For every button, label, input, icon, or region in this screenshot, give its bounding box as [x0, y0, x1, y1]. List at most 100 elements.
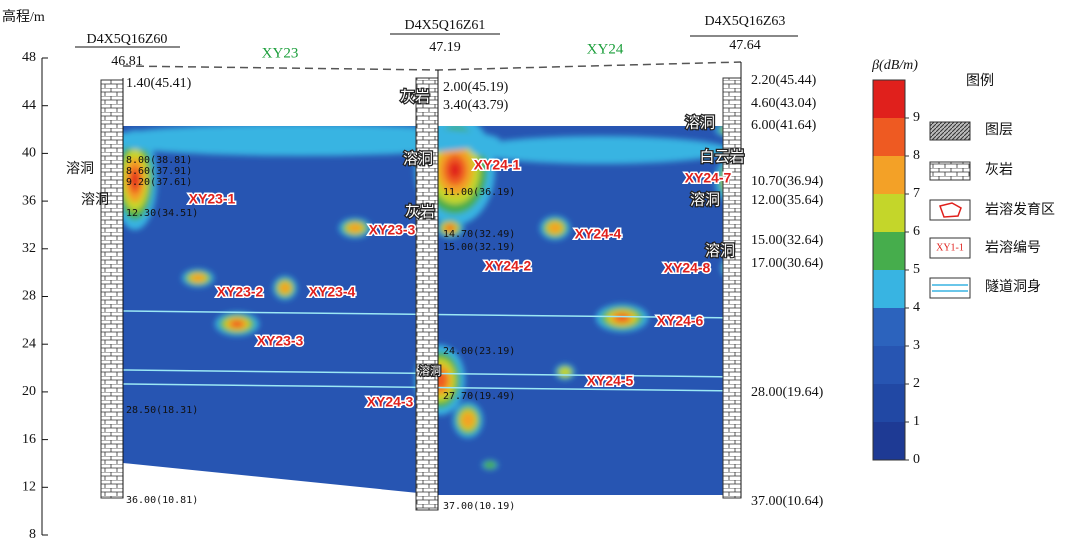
y-tick-label: 20 — [22, 384, 36, 399]
rock-label: 灰岩 — [405, 203, 435, 220]
anomaly-blob — [230, 320, 244, 328]
y-tick-label: 44 — [22, 98, 36, 113]
rock-label: 溶洞 — [685, 114, 715, 131]
depth-annotation: 12.00(35.64) — [751, 193, 824, 208]
anomaly-blob — [548, 222, 562, 234]
rock-label: 溶洞 — [66, 161, 94, 177]
anomaly-blob — [461, 411, 475, 429]
anomaly-blob — [483, 461, 497, 469]
legend: 图例 图层 灰岩 岩溶发育区 XY1-1 岩溶编号 隧道洞身 — [929, 73, 1055, 299]
depth-annotation: 27.70(19.49) — [443, 391, 515, 402]
borehole-column — [722, 77, 742, 499]
legend-label: 灰岩 — [985, 162, 1013, 178]
anomaly-blob — [614, 314, 630, 322]
anomaly-label: XY23-3 — [257, 333, 304, 349]
anomaly-blob — [449, 162, 461, 178]
anomaly-blob — [190, 273, 206, 283]
ground-line — [122, 61, 742, 71]
anomaly-label: XY23-4 — [309, 284, 356, 300]
anomaly-label: XY23-3 — [369, 222, 416, 238]
anomaly-label: XY23-2 — [217, 284, 264, 300]
colorbar-tick-label: 6 — [913, 224, 920, 239]
borehole-name: D4X5Q16Z60 — [87, 32, 168, 47]
anomaly-blob — [279, 282, 291, 294]
anomaly-label: XY24-1 — [474, 157, 521, 173]
anomaly-label: XY24-6 — [657, 313, 704, 329]
depth-annotation: 10.70(36.94) — [751, 174, 824, 189]
legend-icon — [929, 161, 971, 181]
rock-label: 溶洞 — [690, 191, 720, 208]
depth-annotation: 15.00(32.19) — [443, 242, 515, 253]
anomaly-label: XY24-8 — [664, 260, 711, 276]
legend-icon — [929, 199, 971, 221]
legend-label: 图层 — [985, 123, 1013, 138]
depth-annotation: 1.40(45.41) — [126, 76, 192, 91]
colorbar-title: β(dB/m) — [871, 58, 918, 73]
depth-annotation: 2.00(45.19) — [443, 80, 509, 95]
rock-label: 白云岩 — [699, 148, 744, 165]
y-tick-label: 28 — [22, 289, 36, 304]
rock-label: 溶洞 — [81, 192, 109, 208]
colorbar-segment — [873, 118, 905, 156]
y-tick-label: 12 — [22, 480, 36, 495]
anomaly-label: XY23-1 — [189, 191, 236, 207]
legend-icon — [939, 202, 962, 218]
rock-label: 溶洞 — [705, 242, 735, 259]
borehole-elevation: 47.64 — [729, 38, 761, 53]
depth-annotation: 8.00(38.81) — [126, 155, 192, 166]
legend-label: 岩溶编号 — [985, 240, 1041, 256]
y-tick-label: 16 — [22, 432, 36, 447]
colorbar-tick-label: 2 — [913, 376, 920, 391]
depth-annotation: 36.00(10.81) — [126, 495, 198, 506]
legend-label: 岩溶发育区 — [985, 202, 1055, 218]
anomaly-label: XY24-7 — [685, 170, 732, 186]
colorbar-segment — [873, 194, 905, 232]
colorbar-segment — [873, 156, 905, 194]
depth-annotation: 28.50(18.31) — [126, 405, 198, 416]
colorbar-tick-label: 9 — [913, 110, 920, 125]
section-name: XY23 — [262, 45, 299, 61]
borehole-column — [415, 77, 439, 511]
depth-annotation: 14.70(32.49) — [443, 229, 515, 240]
anomaly-blob — [446, 225, 454, 231]
y-tick-label: 40 — [22, 146, 36, 161]
depth-annotation: 15.00(32.64) — [751, 233, 824, 248]
borehole-name: D4X5Q16Z63 — [705, 14, 786, 29]
y-axis-label: 高程/m — [2, 8, 45, 25]
legend-icon — [929, 277, 971, 299]
y-tick-label: 24 — [22, 336, 36, 351]
depth-annotation: 37.00(10.19) — [443, 501, 515, 512]
anomaly-label: XY24-5 — [587, 373, 634, 389]
anomaly-label: XY24-2 — [485, 258, 532, 274]
depth-annotation: 11.00(36.19) — [443, 187, 515, 198]
colorbar-segment — [873, 232, 905, 270]
colorbar-tick-label: 4 — [913, 300, 920, 315]
borehole-name: D4X5Q16Z61 — [405, 18, 486, 33]
borehole-elevation: 47.19 — [429, 40, 461, 55]
anomaly-blob — [470, 136, 730, 164]
depth-annotation: 4.60(43.04) — [751, 96, 817, 111]
colorbar-tick-label: 7 — [913, 186, 920, 201]
depth-annotation: 28.00(19.64) — [751, 385, 824, 400]
borehole-column — [100, 79, 124, 499]
depth-annotation: 2.20(45.44) — [751, 73, 817, 88]
depth-annotation: 9.20(37.61) — [126, 177, 192, 188]
anomaly-blob — [123, 126, 500, 156]
legend-title: 图例 — [966, 73, 994, 89]
anomaly-blob — [347, 223, 363, 233]
legend-sample: XY1-1 — [936, 242, 964, 253]
anomaly-blob — [131, 173, 139, 187]
colorbar-segment — [873, 80, 905, 118]
rock-label: 溶洞 — [419, 364, 441, 378]
colorbar-segment — [873, 346, 905, 384]
colorbar-tick-label: 3 — [913, 338, 920, 353]
legend-label: 隧道洞身 — [985, 279, 1041, 295]
depth-annotation: 6.00(41.64) — [751, 118, 817, 133]
colorbar-segment — [873, 384, 905, 422]
borehole-elevation: 46.81 — [111, 54, 143, 69]
y-tick-label: 36 — [22, 193, 36, 208]
legend-icon — [929, 237, 971, 259]
depth-annotation: 24.00(23.19) — [443, 346, 515, 357]
colorbar-segment — [873, 422, 905, 460]
